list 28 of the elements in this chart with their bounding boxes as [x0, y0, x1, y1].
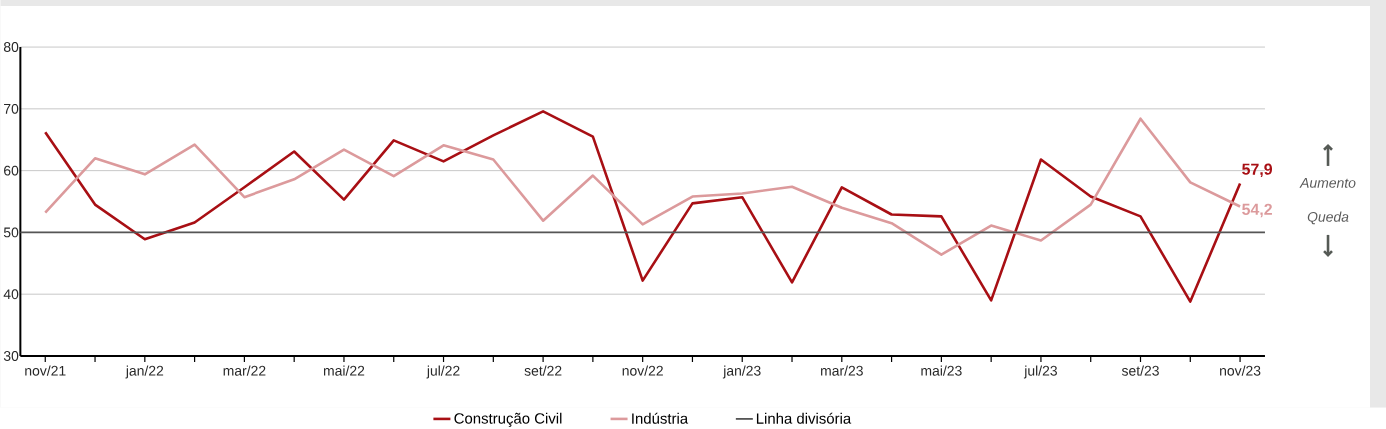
text: Aumento [1299, 178, 1356, 188]
x-tick-label: set/23 [1121, 365, 1159, 376]
legend-label: Construção Civil [454, 412, 562, 427]
x-tick-label: nov/23 [1220, 365, 1261, 376]
x-tick-label: jul/22 [426, 365, 460, 379]
y-tick-label: 80 [3, 42, 19, 52]
line-series [43, 117, 1242, 256]
y-tick-label: 70 [4, 103, 19, 114]
legend-label: Linha divisória [756, 412, 852, 424]
x-tick-label: set/22 [524, 365, 562, 376]
y-tick-label: 50 [3, 227, 19, 238]
y-tick-label: 30 [3, 350, 19, 361]
x-tick-label: jul/23 [1023, 365, 1057, 379]
x-tick-label: mar/22 [223, 365, 266, 376]
x-tick-label: nov/21 [25, 365, 66, 376]
y-tick-label: 40 [3, 289, 19, 300]
x-tick-label: jan/22 [125, 365, 164, 379]
x-tick-label: mar/23 [821, 365, 863, 376]
x-tick-label: mai/23 [921, 365, 962, 376]
line-series [43, 109, 1242, 303]
x-tick-label: jan/23 [722, 365, 761, 379]
text: Queda [1307, 211, 1349, 225]
data-label: 57,9 [1242, 163, 1273, 178]
x-tick-label: mai/22 [323, 365, 365, 376]
legend-label: Indústria [632, 412, 689, 424]
x-tick-label: nov/22 [622, 365, 663, 376]
y-tick-label: 60 [4, 165, 19, 176]
data-label: 54,2 [1242, 203, 1272, 218]
